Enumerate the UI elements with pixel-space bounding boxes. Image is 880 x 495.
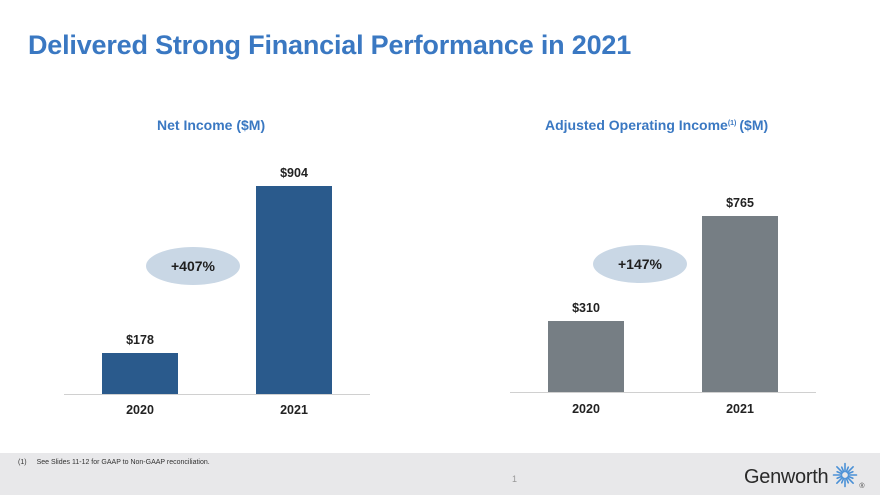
value-label-net-income-2020: $178 <box>126 333 154 348</box>
value-label-aoi-2021: $765 <box>726 196 754 210</box>
net-income-axis-baseline <box>64 394 370 395</box>
net-income-chart-title: Net Income ($M) <box>157 117 266 133</box>
net-income-growth-callout: +407% <box>146 247 240 285</box>
aoi-title-suffix: ($M) <box>739 117 769 133</box>
category-label-net-income-2020: 2020 <box>126 403 154 417</box>
adjusted-operating-income-chart-title: Adjusted Operating Income(1) ($M) <box>545 117 768 133</box>
aoi-title-text: Adjusted Operating Income <box>545 117 728 133</box>
page-number: 1 <box>512 474 518 484</box>
value-label-aoi-2020: $310 <box>572 300 600 315</box>
category-label-net-income-2021: 2021 <box>280 403 308 417</box>
slide-title: Delivered Strong Financial Performance i… <box>28 30 632 60</box>
starburst-icon <box>832 462 858 493</box>
aoi-growth-callout: +147% <box>593 245 687 283</box>
logo-wordmark: Genworth <box>744 466 829 488</box>
bar-aoi-2021 <box>702 216 778 392</box>
category-label-aoi-2020: 2020 <box>572 402 600 416</box>
footer-band <box>0 453 880 495</box>
bar-net-income-2021 <box>256 186 332 394</box>
bar-net-income-2020 <box>102 353 178 394</box>
genworth-logo: Genworth ® <box>744 462 864 493</box>
category-label-aoi-2021: 2021 <box>726 402 754 416</box>
aoi-title-superscript: (1) <box>727 120 737 127</box>
registered-mark: ® <box>859 483 865 490</box>
value-label-net-income-2021: $904 <box>280 166 308 180</box>
bar-aoi-2020 <box>548 320 624 392</box>
footnote-text: See Slides 11-12 for GAAP to Non-GAAP re… <box>36 459 210 466</box>
footnote: (1) See Slides 11-12 for GAAP to Non-GAAP… <box>18 459 210 466</box>
footnote-number: (1) <box>18 459 27 466</box>
aoi-axis-baseline <box>510 392 816 393</box>
